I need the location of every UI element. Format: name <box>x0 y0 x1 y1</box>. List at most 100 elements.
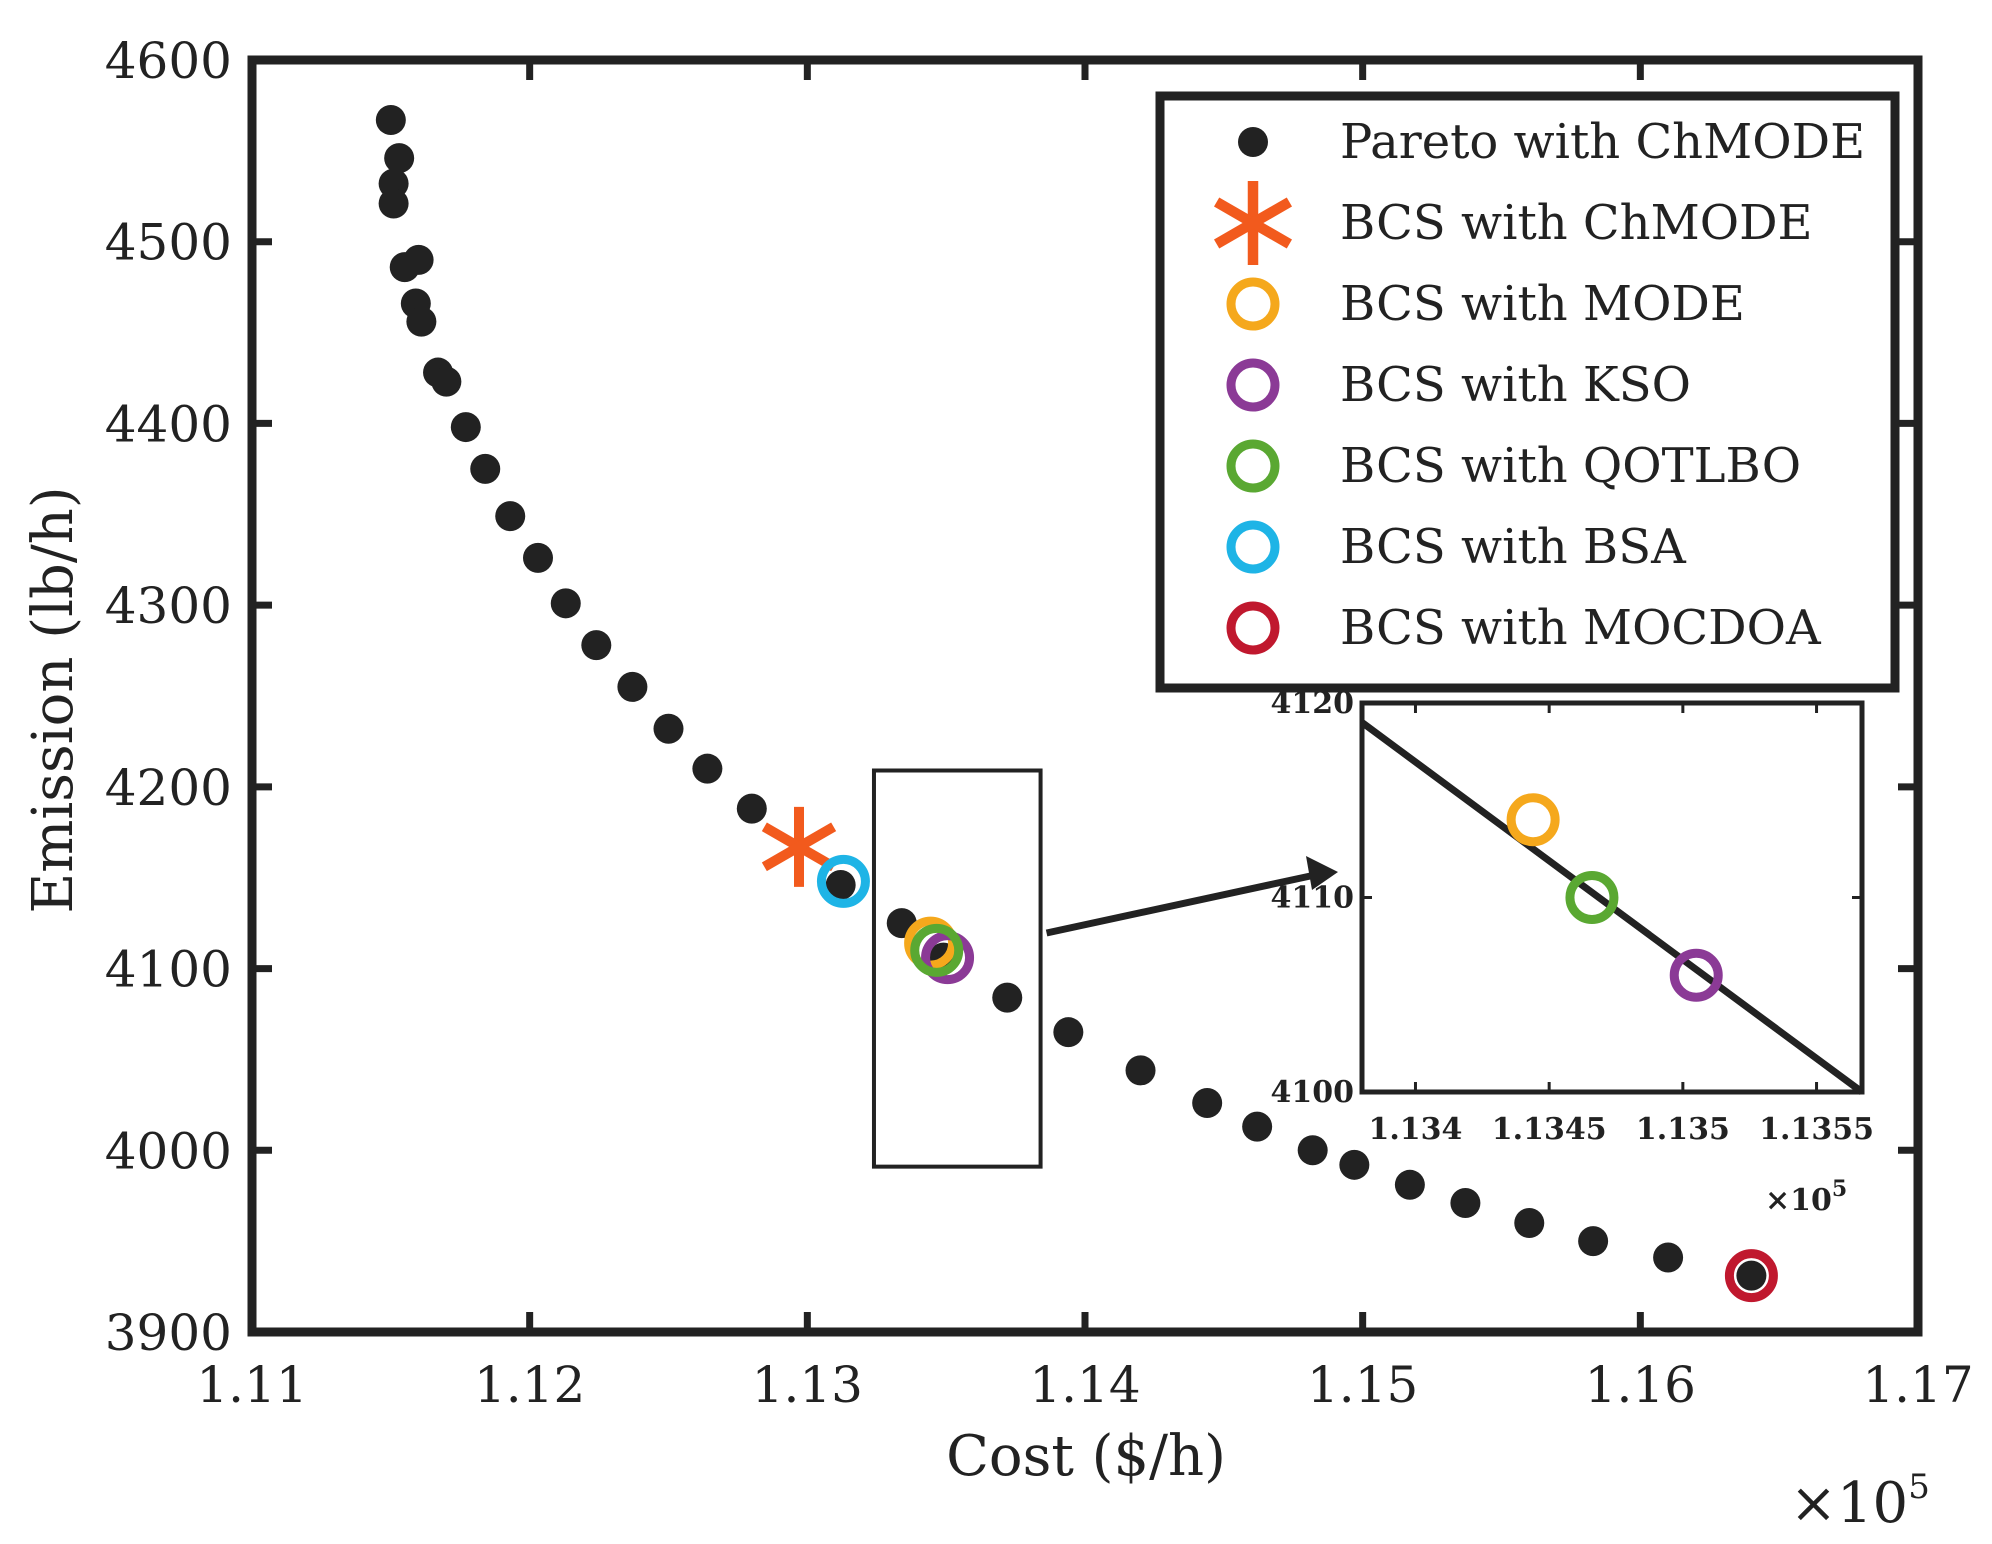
legend-entry: BCS with MODE <box>1226 276 1745 332</box>
inset-x-multiplier-base: ×10 <box>1765 1183 1832 1218</box>
pareto-point <box>581 630 612 661</box>
pareto-point <box>1736 1260 1767 1291</box>
x-multiplier-exponent: 5 <box>1908 1467 1930 1507</box>
legend-label: BCS with MODE <box>1340 276 1745 332</box>
y-tick-label: 4100 <box>105 941 232 999</box>
pareto-point <box>1514 1207 1545 1238</box>
legend-label: BCS with KSO <box>1340 357 1691 413</box>
x-tick-label: 1.12 <box>474 1356 585 1414</box>
pareto-point <box>992 982 1023 1013</box>
legend-entry: Pareto with ChMODE <box>1238 114 1865 170</box>
x-tick-label: 1.17 <box>1862 1356 1973 1414</box>
pareto-point <box>378 188 409 219</box>
y-tick-label: 4000 <box>105 1122 232 1180</box>
legend-bcs-with-chmode-marker <box>1214 181 1292 265</box>
pareto-point <box>522 542 553 573</box>
pareto-point <box>1192 1088 1223 1119</box>
pareto-point <box>1053 1017 1084 1048</box>
pareto-point <box>1297 1135 1328 1166</box>
zoom-arrow-line <box>1045 871 1316 937</box>
inset-bcs-with-kso-marker <box>1669 948 1723 1002</box>
inset-x-multiplier: ×105 <box>1765 1176 1847 1218</box>
zoom-arrow-head <box>1306 856 1338 890</box>
zoom-layer <box>871 768 1338 1169</box>
inset-y-tick-label: 4110 <box>1271 881 1355 916</box>
legend-entry: BCS with BSA <box>1226 519 1687 575</box>
bcs-with-mocdoa-marker <box>1724 1249 1778 1303</box>
asterisk-stroke <box>761 822 837 872</box>
x-tick-label: 1.15 <box>1307 1356 1418 1414</box>
pareto-point <box>617 671 648 702</box>
legend-entry: BCS with ChMODE <box>1214 181 1813 265</box>
legend: Pareto with ChMODE BCS with ChMODE BCS wit… <box>1155 91 1900 693</box>
pareto-point <box>450 412 481 443</box>
legend-bcs-with-mocdoa-marker <box>1226 601 1280 655</box>
inset-x-tick-label: 1.135 <box>1636 1112 1730 1147</box>
inset-x-multiplier-exponent: 5 <box>1832 1176 1847 1202</box>
pareto-point <box>403 244 434 275</box>
x-tick-label: 1.14 <box>1029 1356 1140 1414</box>
pareto-point <box>406 306 437 337</box>
main-points-layer <box>375 104 1778 1303</box>
pareto-point <box>470 453 501 484</box>
x-tick-label: 1.11 <box>196 1356 307 1414</box>
pareto-point <box>653 713 684 744</box>
pareto-point <box>384 143 415 174</box>
inset-y-tick-label: 4100 <box>1271 1075 1355 1110</box>
legend-bcs-with-mode-marker <box>1226 277 1280 331</box>
y-tick-label: 4400 <box>105 395 232 453</box>
inset-x-tick-label: 1.1345 <box>1492 1112 1607 1147</box>
pareto-point <box>550 588 581 619</box>
x-axis-title: Cost ($/h) <box>946 1424 1226 1489</box>
inset-x-tick-label: 1.134 <box>1368 1112 1462 1147</box>
inset-x-tick-label: 1.1355 <box>1759 1112 1874 1147</box>
x-multiplier: ×105 <box>1790 1467 1930 1536</box>
legend-label: BCS with QOTLBO <box>1340 438 1801 494</box>
legend-entry: BCS with QOTLBO <box>1226 438 1801 494</box>
legend-bcs-with-bsa-marker <box>1226 520 1280 574</box>
pareto-point <box>1578 1226 1609 1257</box>
pareto-point <box>431 366 462 397</box>
pareto-point <box>1394 1169 1425 1200</box>
legend-label: BCS with BSA <box>1340 519 1687 575</box>
y-axis-title: Emission (lb/h) <box>21 486 86 913</box>
bcs-with-bsa-marker <box>816 854 870 908</box>
pareto-point <box>495 501 526 532</box>
inset-bcs-with-mode-marker <box>1506 793 1560 847</box>
inset-chart: 1.134 1.1345 1.135 1.1355 4100 4110 4120 ×105 <box>1271 686 1874 1218</box>
pareto-point <box>825 869 856 900</box>
legend-box <box>1155 91 1900 693</box>
pareto-point <box>1242 1111 1273 1142</box>
pareto-point <box>1339 1149 1370 1180</box>
zoom-box <box>871 768 1043 1169</box>
bcs-with-chmode-marker <box>761 806 837 887</box>
legend-bcs-with-kso-marker <box>1226 358 1280 412</box>
legend-label: Pareto with ChMODE <box>1340 114 1865 170</box>
asterisk-stroke <box>1214 197 1292 249</box>
pareto-point <box>375 104 406 135</box>
legend-entry: BCS with MOCDOA <box>1226 600 1822 656</box>
inset-y-tick-label: 4120 <box>1271 686 1355 721</box>
legend-entry: BCS with KSO <box>1226 357 1691 413</box>
y-tick-label: 4600 <box>105 32 232 90</box>
pareto-point <box>692 753 723 784</box>
legend-pareto-with-chmode-marker <box>1238 127 1268 157</box>
pareto-point <box>1125 1055 1156 1086</box>
x-tick-label: 1.16 <box>1585 1356 1696 1414</box>
y-tick-label: 4300 <box>105 577 232 635</box>
x-tick-label: 1.13 <box>752 1356 863 1414</box>
legend-label: BCS with MOCDOA <box>1340 600 1822 656</box>
y-tick-label: 4500 <box>105 214 232 272</box>
y-tick-label: 4200 <box>105 759 232 817</box>
main-axes-layer: 1.11 1.12 1.13 1.14 1.15 1.16 1.17 3900 4000 4100… <box>105 32 1974 1414</box>
x-multiplier-base: ×10 <box>1790 1471 1908 1536</box>
pareto-point <box>1653 1242 1684 1273</box>
pareto-point <box>1450 1187 1481 1218</box>
inset-bcs-with-qotlbo-marker <box>1565 871 1619 924</box>
bcs-with-qotlbo-marker <box>910 923 964 977</box>
y-tick-label: 3900 <box>105 1304 232 1362</box>
legend-bcs-with-qotlbo-marker <box>1226 439 1280 493</box>
legend-label: BCS with ChMODE <box>1340 195 1813 251</box>
pareto-point <box>736 793 767 824</box>
